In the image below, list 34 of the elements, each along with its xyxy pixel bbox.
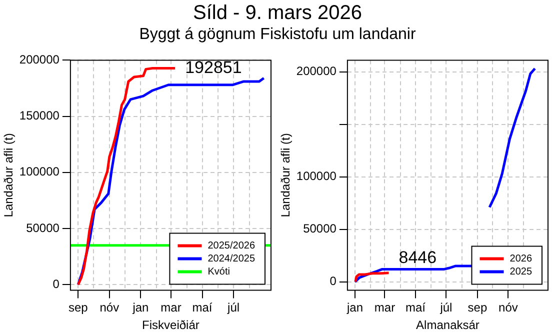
- y-tick-label: 200000: [19, 52, 60, 67]
- x-tick-label: sep: [68, 300, 88, 315]
- legend-label: 2025: [510, 266, 532, 278]
- x-tick-label: maí: [405, 300, 426, 315]
- x-tick-label: mar: [160, 300, 182, 315]
- y-tick-label: 100000: [296, 169, 337, 184]
- y-tick-label: 0: [52, 276, 60, 291]
- x-tick-label: mar: [374, 300, 396, 315]
- x-tick-label: nóv: [498, 300, 518, 315]
- y-axis-title: Landaður afli (t): [278, 133, 293, 218]
- x-tick-label: jan: [346, 300, 364, 315]
- chart-title: Síld - 9. mars 2026: [192, 1, 363, 25]
- legend-label: 2026: [510, 253, 532, 264]
- x-tick-label: nóv: [100, 300, 120, 315]
- legend-label: Kvóti: [208, 266, 230, 278]
- annotation: 192851: [185, 58, 242, 77]
- y-tick-label: 50000: [303, 222, 337, 236]
- legend-label: 2024/2025: [208, 253, 256, 264]
- y-tick-label: 100000: [19, 164, 60, 179]
- x-tick-label: júl: [226, 300, 240, 315]
- y-tick-label: 150000: [19, 108, 60, 123]
- legend-label: 2025/2026: [208, 240, 256, 252]
- x-axis-title: Almanaksár: [416, 318, 480, 332]
- chart-subtitle: Byggt á gögnum Fiskistofu um landanir: [138, 25, 417, 45]
- x-axis-title: Fiskveiðiár: [142, 318, 200, 332]
- annotation: 8446: [398, 248, 437, 268]
- x-tick-label: maí: [192, 300, 213, 315]
- y-tick-label: 200000: [296, 64, 337, 78]
- y-tick-label: 50000: [26, 220, 60, 235]
- x-tick-label: júl: [439, 300, 452, 315]
- y-axis-title: Landaður afli (t): [2, 133, 16, 218]
- x-tick-label: sep: [468, 300, 488, 315]
- y-tick-label: 0: [330, 274, 337, 288]
- x-tick-label: jan: [132, 300, 149, 315]
